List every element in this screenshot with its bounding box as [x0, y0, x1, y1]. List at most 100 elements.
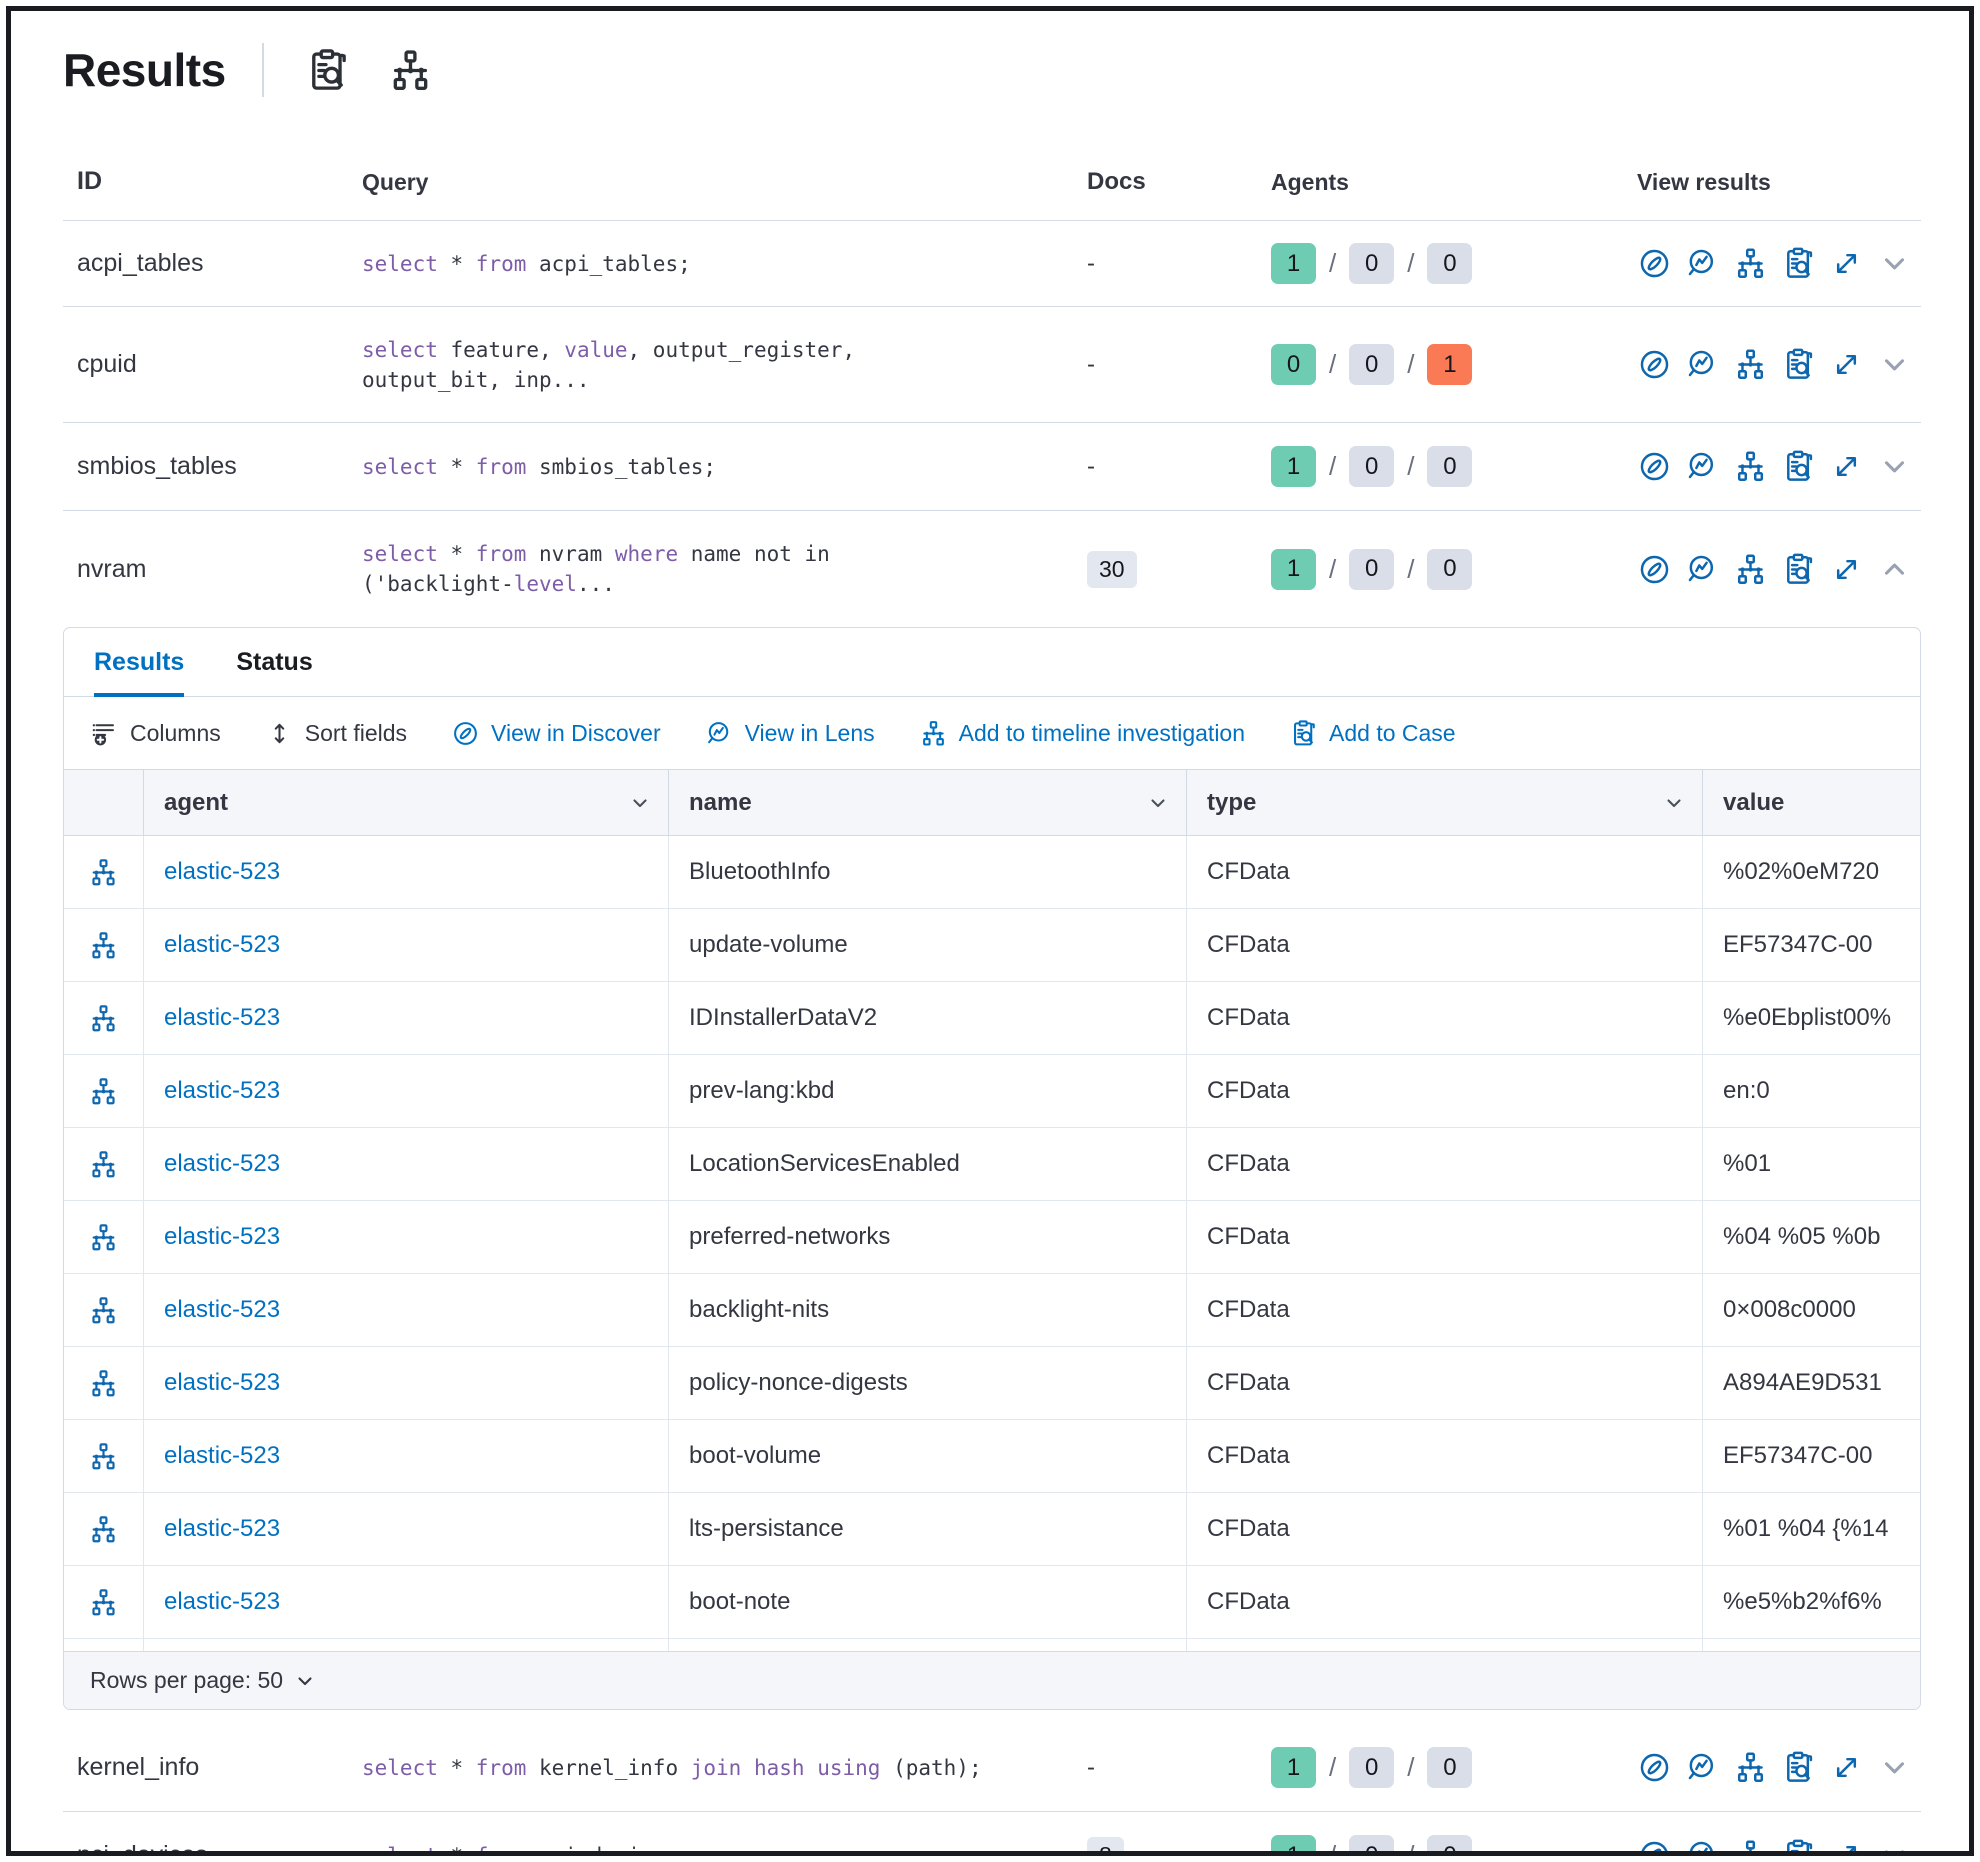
add-to-timeline-icon[interactable] — [88, 1368, 119, 1399]
agent-link[interactable]: elastic-523 — [164, 931, 281, 958]
add-to-case-icon[interactable] — [1781, 1838, 1816, 1851]
grid-header-agent[interactable]: agent — [144, 770, 669, 835]
sort-fields-button[interactable]: Sort fields — [265, 719, 407, 748]
add-to-case-icon[interactable] — [1781, 347, 1816, 382]
agent-count-badge-default: 0 — [1349, 548, 1395, 590]
agent-link[interactable]: elastic-523 — [164, 1588, 281, 1615]
query-table-body: acpi_tables select * from acpi_tables; - 1 /… — [63, 221, 1921, 1856]
expand-row-chevron-down-icon[interactable] — [1877, 449, 1912, 484]
chevron-down-icon[interactable] — [1662, 791, 1686, 815]
view-in-lens-icon[interactable] — [1685, 552, 1720, 587]
add-to-case-icon[interactable] — [1781, 246, 1816, 281]
view-in-lens-icon[interactable] — [1685, 449, 1720, 484]
add-to-case-button[interactable]: Add to Case — [1289, 719, 1456, 748]
agent-link[interactable]: elastic-523 — [164, 1223, 281, 1250]
agent-link[interactable]: elastic-523 — [164, 1150, 281, 1177]
inspect-icon[interactable] — [304, 47, 351, 94]
expand-icon[interactable] — [1829, 347, 1864, 382]
columns-button[interactable]: Columns — [90, 719, 221, 748]
agent-link[interactable]: elastic-523 — [164, 1004, 281, 1031]
slash-separator: / — [1407, 1840, 1415, 1856]
expand-icon[interactable] — [1829, 449, 1864, 484]
page-title: Results — [63, 44, 226, 96]
name-cell: boot-volume — [669, 1420, 1187, 1492]
add-to-timeline-icon[interactable] — [88, 1003, 119, 1034]
expand-icon[interactable] — [1829, 1838, 1864, 1851]
add-to-timeline-icon[interactable] — [88, 1149, 119, 1180]
add-to-timeline-icon[interactable] — [88, 1587, 119, 1618]
agent-link[interactable]: elastic-523 — [164, 1515, 281, 1542]
grid-row: elastic-523 lts-persistance CFData %01 %04 … — [64, 1493, 1920, 1566]
expand-icon[interactable] — [1829, 1750, 1864, 1785]
grid-header-value[interactable]: value — [1703, 770, 1920, 835]
view-in-discover-button[interactable]: View in Discover — [451, 719, 661, 748]
chevron-down-icon[interactable] — [1146, 791, 1170, 815]
query-row-smbios_tables: smbios_tables select * from smbios_tables… — [63, 423, 1921, 511]
view-in-lens-icon[interactable] — [1685, 1750, 1720, 1785]
agents-status: 1 / 0 / 0 — [1229, 446, 1597, 487]
add-to-timeline-icon[interactable] — [88, 1295, 119, 1326]
view-in-lens-icon[interactable] — [1685, 246, 1720, 281]
add-to-timeline-icon[interactable] — [88, 930, 119, 961]
agent-link[interactable]: elastic-523 — [164, 1369, 281, 1396]
agent-link[interactable]: elastic-523 — [164, 1296, 281, 1323]
view-in-discover-icon[interactable] — [1637, 246, 1672, 281]
expand-icon[interactable] — [1829, 246, 1864, 281]
view-in-discover-icon[interactable] — [1637, 449, 1672, 484]
grid-header-type[interactable]: type — [1187, 770, 1703, 835]
collapse-row-chevron-up-icon[interactable] — [1877, 552, 1912, 587]
value-cell: %02%0eM720 — [1723, 858, 1880, 885]
add-to-timeline-icon[interactable] — [1733, 347, 1768, 382]
grid-header-agent-label: agent — [164, 788, 229, 816]
value-cell: 0×008c0000 — [1723, 1296, 1856, 1323]
add-to-timeline-icon[interactable] — [88, 1514, 119, 1545]
agents-status: 1 / 0 / 0 — [1229, 243, 1597, 284]
agent-link[interactable]: elastic-523 — [164, 858, 281, 885]
view-in-discover-icon[interactable] — [1637, 1838, 1672, 1851]
agent-count-badge-default: 0 — [1427, 548, 1473, 590]
agent-link[interactable]: elastic-523 — [164, 1077, 281, 1104]
agent-count-badge-success: 1 — [1271, 548, 1316, 590]
chevron-down-icon[interactable] — [628, 791, 652, 815]
agent-count-badge-default: 0 — [1427, 1835, 1473, 1851]
name-cell: policy-nonce-digests — [669, 1347, 1187, 1419]
add-to-case-icon[interactable] — [1781, 1750, 1816, 1785]
timeline-icon[interactable] — [387, 47, 434, 94]
expand-row-chevron-down-icon[interactable] — [1877, 246, 1912, 281]
agents-status: 1 / 0 / 0 — [1229, 1835, 1597, 1856]
tab-results[interactable]: Results — [94, 648, 185, 697]
view-results-actions — [1597, 449, 1921, 484]
view-in-discover-icon[interactable] — [1637, 347, 1672, 382]
view-in-lens-button[interactable]: View in Lens — [705, 719, 875, 748]
rows-per-page-button[interactable]: Rows per page: 50 — [90, 1667, 317, 1694]
agent-count-badge-default: 0 — [1349, 243, 1395, 284]
agent-count-badge-default: 0 — [1427, 243, 1473, 284]
grid-toolbar: Columns Sort fields View in Discover View i… — [64, 697, 1920, 769]
add-to-timeline-icon[interactable] — [1733, 246, 1768, 281]
add-to-timeline-icon[interactable] — [1733, 449, 1768, 484]
add-to-timeline-icon[interactable] — [88, 857, 119, 888]
add-to-timeline-icon[interactable] — [88, 1222, 119, 1253]
add-to-timeline-icon[interactable] — [88, 1076, 119, 1107]
tab-status[interactable]: Status — [236, 648, 313, 676]
docs-count: 30 — [1057, 550, 1229, 588]
add-to-case-icon[interactable] — [1781, 552, 1816, 587]
expand-row-chevron-down-icon[interactable] — [1877, 1838, 1912, 1851]
grid-header-name[interactable]: name — [669, 770, 1187, 835]
view-in-discover-icon[interactable] — [1637, 1750, 1672, 1785]
agent-link[interactable]: elastic-523 — [164, 1442, 281, 1469]
view-in-lens-icon[interactable] — [1685, 347, 1720, 382]
add-to-timeline-icon[interactable] — [1733, 1750, 1768, 1785]
view-in-lens-icon[interactable] — [1685, 1838, 1720, 1851]
add-to-timeline-button[interactable]: Add to timeline investigation — [919, 719, 1245, 748]
add-to-timeline-icon[interactable] — [1733, 1838, 1768, 1851]
add-to-timeline-icon[interactable] — [1733, 552, 1768, 587]
expand-row-chevron-down-icon[interactable] — [1877, 1750, 1912, 1785]
expand-row-chevron-down-icon[interactable] — [1877, 347, 1912, 382]
expand-icon[interactable] — [1829, 552, 1864, 587]
agent-cell: elastic-523 — [144, 1347, 669, 1419]
add-to-timeline-icon[interactable] — [88, 1441, 119, 1472]
add-to-case-icon[interactable] — [1781, 449, 1816, 484]
query-row-acpi_tables: acpi_tables select * from acpi_tables; - 1 /… — [63, 221, 1921, 307]
view-in-discover-icon[interactable] — [1637, 552, 1672, 587]
